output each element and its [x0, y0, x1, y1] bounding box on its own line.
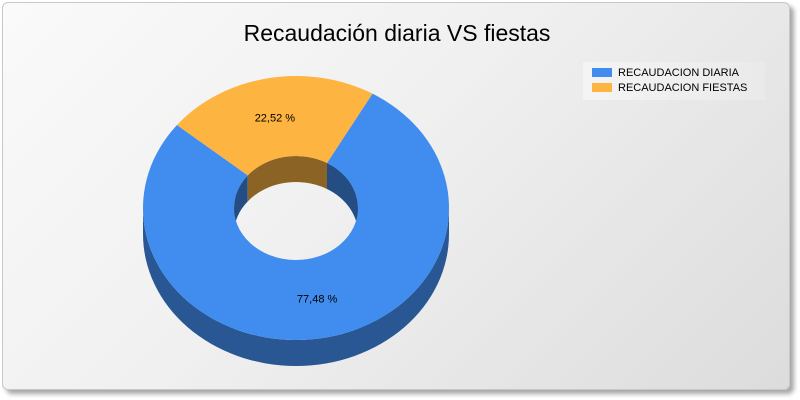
- legend-label-recaudacion-fiestas: RECAUDACION FIESTAS: [618, 81, 748, 94]
- legend-label-recaudacion-diaria: RECAUDACION DIARIA: [618, 66, 740, 79]
- slice-inner-wall-recaudacion-diaria: [234, 175, 248, 234]
- slice-recaudacion-fiestas: [176, 75, 373, 176]
- slice-side-recaudacion-diaria: [143, 208, 449, 366]
- legend-item-recaudacion-diaria: RECAUDACION DIARIA: [592, 66, 739, 79]
- data-label-recaudacion-fiestas: 22,52 %: [255, 113, 296, 125]
- legend-swatch-recaudacion-fiestas: [592, 83, 612, 92]
- slice-recaudacion-diaria: [143, 93, 450, 340]
- chart-title: Recaudación diaria VS fiestas: [243, 20, 551, 46]
- slice-inner-wall-recaudacion-diaria: [327, 162, 358, 234]
- slice-inner-wall-recaudacion-fiestas: [247, 156, 327, 202]
- legend-swatch-recaudacion-diaria: [592, 68, 612, 77]
- data-label-recaudacion-diaria: 77,48 %: [297, 293, 338, 305]
- legend-item-recaudacion-fiestas: RECAUDACION FIESTAS: [592, 81, 747, 94]
- chart-legend: RECAUDACION DIARIA RECAUDACION FIESTAS: [583, 62, 765, 100]
